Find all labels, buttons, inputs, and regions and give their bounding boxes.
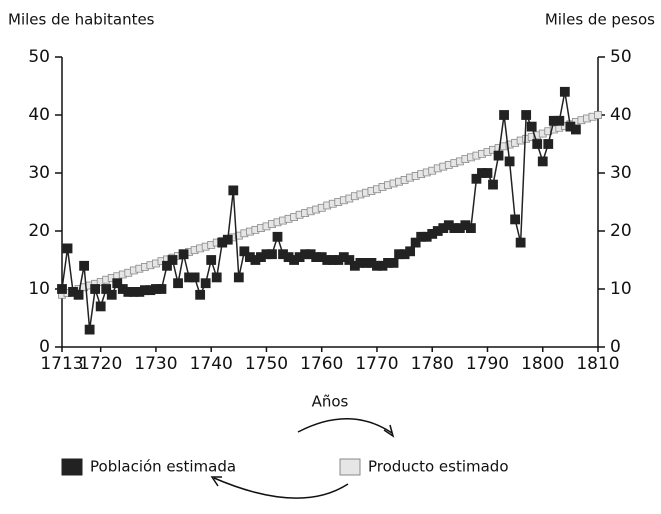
y2-axis-label: Miles de pesos	[545, 11, 655, 29]
point	[488, 179, 498, 190]
legend-swatch	[339, 458, 361, 476]
arrow	[297, 418, 393, 434]
point	[62, 243, 73, 254]
point	[504, 156, 515, 167]
y-tick-label: 10	[28, 279, 50, 299]
point	[195, 289, 206, 300]
y-tick-label: 0	[39, 337, 50, 357]
arrow-head	[210, 476, 222, 487]
y-tick-label: 20	[28, 221, 50, 241]
point	[499, 110, 509, 120]
point	[532, 139, 543, 149]
x-tick-label: 1713	[40, 354, 83, 374]
point	[388, 257, 399, 268]
point	[272, 231, 283, 242]
point	[222, 234, 233, 245]
y2-tick-label: 30	[610, 163, 632, 183]
point	[344, 255, 355, 265]
y-axis-label: Miles de habitantes	[8, 11, 155, 29]
y2-tick-label: 10	[610, 279, 632, 299]
y-tick-label: 50	[28, 47, 50, 67]
x-tick-label: 1720	[79, 354, 122, 374]
point	[471, 173, 482, 184]
point	[84, 324, 95, 335]
y2-tick-label: 0	[610, 337, 621, 357]
point	[233, 272, 244, 283]
x-tick-label: 1730	[134, 354, 177, 374]
x-axis-label: Años	[312, 393, 349, 411]
y2-tick-label: 50	[610, 47, 632, 67]
point	[112, 278, 123, 289]
point	[79, 260, 90, 271]
point	[543, 139, 554, 149]
arrow	[213, 477, 349, 499]
point	[101, 284, 112, 294]
point	[526, 121, 537, 132]
y2-tick-label: 20	[610, 221, 632, 241]
point	[466, 223, 476, 234]
y-tick-label: 30	[28, 163, 50, 183]
point	[570, 124, 581, 135]
point	[90, 284, 101, 294]
point	[57, 284, 67, 294]
point	[206, 255, 217, 265]
point	[410, 237, 421, 248]
legend-label: Producto estimado	[368, 458, 509, 476]
point	[178, 249, 189, 260]
point	[73, 289, 84, 300]
point	[228, 185, 239, 196]
point	[537, 156, 548, 167]
x-tick-label: 1760	[300, 354, 343, 374]
point	[106, 289, 117, 300]
x-tick-label: 1810	[576, 354, 619, 374]
legend: Población estimada Producto estimado	[61, 458, 509, 476]
x-tick-label: 1770	[355, 354, 398, 374]
point	[267, 249, 277, 260]
point	[95, 301, 106, 312]
point	[515, 237, 526, 248]
y2-tick-label: 40	[610, 105, 632, 125]
x-tick-label: 1780	[411, 354, 454, 374]
point	[239, 246, 250, 257]
point	[211, 272, 222, 283]
point	[493, 150, 504, 161]
point	[156, 284, 167, 294]
x-tick-label: 1790	[466, 354, 509, 374]
point	[200, 278, 211, 289]
point	[554, 115, 565, 126]
arrow-head	[383, 424, 395, 438]
x-tick-label: 1800	[521, 354, 564, 374]
point	[482, 168, 493, 178]
point	[510, 214, 521, 225]
point	[405, 246, 416, 257]
x-tick-label: 1740	[190, 354, 233, 374]
point	[521, 110, 532, 120]
point	[162, 260, 172, 271]
point	[167, 255, 178, 265]
x-tick-label: 1750	[245, 354, 288, 374]
y-tick-label: 40	[28, 105, 50, 125]
point	[189, 272, 200, 283]
point	[173, 278, 183, 289]
point	[559, 86, 570, 97]
legend-label: Población estimada	[90, 458, 236, 476]
legend-swatch	[61, 458, 83, 476]
point	[594, 111, 602, 119]
